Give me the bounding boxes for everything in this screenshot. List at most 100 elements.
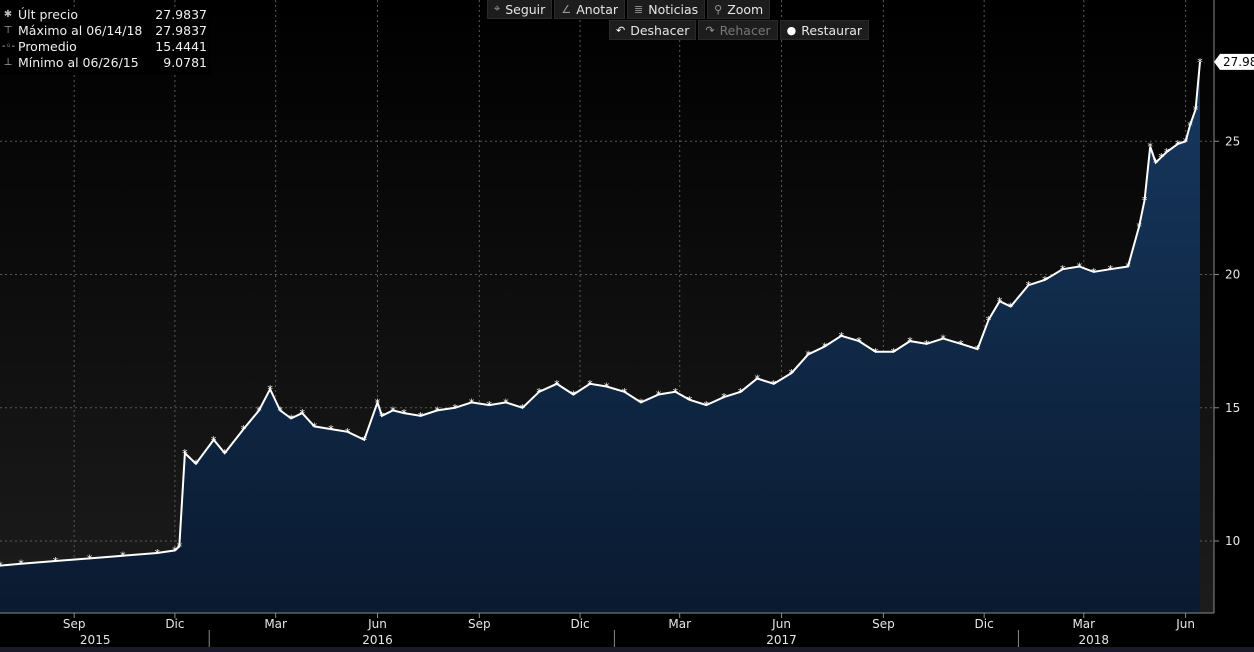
legend-label: Mínimo al 06/26/15	[18, 55, 139, 70]
price-marker: *	[267, 383, 273, 396]
price-marker: *	[1159, 151, 1165, 164]
price-marker: *	[418, 410, 424, 423]
price-marker: *	[487, 399, 493, 412]
legend-label: Máximo al 06/14/18	[18, 23, 143, 38]
price-marker: *	[1193, 103, 1199, 116]
legend-value: 27.9837	[155, 7, 207, 22]
price-marker: *	[721, 391, 727, 404]
price-marker: *	[177, 540, 183, 553]
restore-icon: ●	[786, 23, 797, 37]
y-tick-label: 15	[1225, 401, 1240, 415]
price-marker: *	[328, 423, 334, 436]
zoom-button[interactable]: ⚲ Zoom	[707, 0, 771, 19]
x-tick-label: Jun	[1175, 617, 1195, 631]
price-marker: *	[805, 348, 811, 361]
last-price-flag-shape	[1214, 53, 1254, 70]
follow-button[interactable]: ⌖ Seguir	[487, 0, 553, 19]
price-marker: *	[924, 338, 930, 351]
redo-button[interactable]: ↷ Rehacer	[698, 20, 778, 40]
y-axis-ticks: 10 15 20 25	[1214, 134, 1240, 548]
x-tick-label: Dic	[570, 617, 589, 631]
price-line	[0, 61, 1201, 567]
price-marker: *	[1183, 135, 1189, 148]
price-marker: *	[1175, 138, 1181, 151]
price-marker: *	[687, 394, 693, 407]
price-marker: *	[1197, 56, 1203, 69]
price-marker: *	[375, 396, 381, 409]
price-marker: *	[1091, 266, 1097, 279]
news-label: Noticias	[648, 1, 699, 17]
price-marker: *	[299, 407, 305, 420]
price-marker: *	[469, 396, 475, 409]
price-marker: *	[587, 378, 593, 391]
magnifier-icon: ⚲	[714, 2, 723, 16]
price-marker: *	[1060, 263, 1066, 276]
x-tick-label: Jun	[367, 617, 387, 631]
price-marker: *	[986, 314, 992, 327]
restore-button[interactable]: ● Restaurar	[779, 20, 870, 40]
price-marker: *	[361, 434, 367, 447]
price-marker: *	[435, 404, 441, 417]
x-tick-label: Mar	[264, 617, 287, 631]
annotate-label: Anotar	[576, 1, 619, 17]
min-marker-icon: ⊥	[3, 57, 13, 68]
price-marker: *	[241, 423, 247, 436]
price-marker: *	[503, 396, 509, 409]
x-tick-label: Sep	[872, 617, 895, 631]
bottom-strip	[0, 647, 1254, 652]
price-marker: *	[345, 426, 351, 439]
price-markers: * * * * * * * * * * * * * * * * * * * * * * * * * * * * * * * * * * * * * * * *…	[0, 56, 1203, 573]
x-tick-label: Jun	[771, 617, 791, 631]
price-marker: *	[18, 558, 24, 571]
price-marker: *	[1026, 279, 1032, 292]
legend-item-last: ✱ Últ precio 27.9837	[0, 7, 210, 23]
price-marker: *	[1125, 261, 1131, 274]
legend-item-avg: -◦- Promedio 15.4441	[0, 39, 210, 55]
legend-value: 15.4441	[155, 39, 207, 54]
price-marker: *	[1008, 301, 1014, 314]
average-marker-icon: -◦-	[2, 41, 16, 52]
x-tick-label: Dic	[975, 617, 994, 631]
price-marker: *	[604, 380, 610, 393]
legend-label: Promedio	[18, 39, 77, 54]
annotate-button[interactable]: ∠ Anotar	[554, 0, 626, 19]
price-marker: *	[856, 335, 862, 348]
x-tick-label: Sep	[63, 617, 86, 631]
price-marker: *	[554, 378, 560, 391]
asterisk-icon: ✱	[3, 9, 13, 20]
price-marker: *	[571, 388, 577, 401]
undo-button[interactable]: ↶ Deshacer	[609, 20, 697, 40]
price-marker: *	[288, 412, 294, 425]
price-marker: *	[789, 367, 795, 380]
price-marker: *	[704, 399, 710, 412]
x-year-label: 2018	[1078, 633, 1109, 647]
crosshair-icon: ⌖	[494, 2, 501, 15]
legend-value: 9.0781	[163, 55, 207, 70]
toolbar-history: ↶ Deshacer ↷ Rehacer ● Restaurar	[609, 20, 870, 40]
x-tick-label: Sep	[468, 617, 491, 631]
price-marker: *	[656, 388, 662, 401]
price-marker: *	[87, 552, 93, 565]
year-dividers	[208, 630, 1019, 647]
legend-box: ✱ Últ precio 27.9837 ⊤ Máximo al 06/14/1…	[0, 7, 210, 75]
toolbar-top: ⌖ Seguir ∠ Anotar ≣ Noticias ⚲ Zoom	[487, 0, 771, 19]
x-axis-labels: Sep Dic Mar Jun Sep Dic Mar Jun Sep Dic Mar Jun 2015…	[63, 613, 1195, 647]
price-marker: *	[1042, 274, 1048, 287]
news-button[interactable]: ≣ Noticias	[627, 0, 706, 19]
legend-label: Últ precio	[18, 7, 78, 22]
x-tick-label: Mar	[668, 617, 691, 631]
price-marker: *	[638, 396, 644, 409]
price-marker: *	[907, 335, 913, 348]
price-marker: *	[940, 332, 946, 345]
last-price-flag: 27.98	[1214, 53, 1254, 70]
price-marker: *	[536, 386, 542, 399]
price-marker: *	[154, 547, 160, 560]
price-marker: *	[738, 386, 744, 399]
restore-label: Restaurar	[801, 22, 863, 38]
y-tick-label: 25	[1225, 134, 1240, 148]
price-marker: *	[1077, 261, 1083, 274]
price-marker: *	[997, 295, 1003, 308]
price-marker: *	[958, 338, 964, 351]
pencil-icon: ∠	[561, 2, 572, 16]
legend-value: 27.9837	[155, 23, 207, 38]
